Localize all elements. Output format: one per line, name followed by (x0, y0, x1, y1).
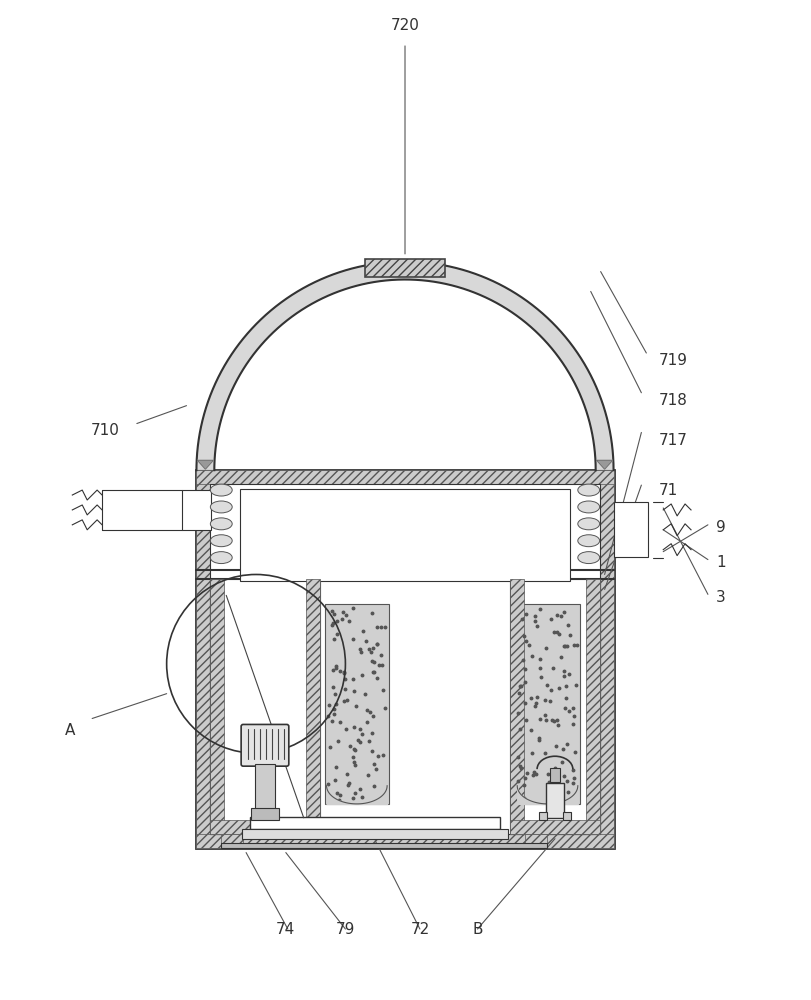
Bar (586, 579, 599, 834)
Bar (510, 820, 599, 834)
Ellipse shape (210, 484, 232, 496)
Bar (563, 812, 571, 820)
Ellipse shape (577, 484, 599, 496)
Ellipse shape (210, 552, 232, 564)
Text: 1: 1 (716, 555, 726, 570)
Ellipse shape (577, 535, 599, 547)
Bar (510, 579, 599, 834)
Bar (196, 470, 210, 848)
Text: 720: 720 (391, 18, 419, 33)
Bar (221, 834, 243, 848)
Bar (324, 604, 389, 804)
Text: 71: 71 (659, 483, 677, 498)
Bar (365, 259, 444, 277)
Text: 718: 718 (659, 393, 687, 408)
Polygon shape (196, 262, 614, 470)
Bar (515, 604, 580, 804)
Bar (240, 489, 570, 581)
Bar (210, 579, 320, 834)
Polygon shape (597, 460, 612, 469)
Ellipse shape (210, 518, 232, 530)
Bar (221, 843, 547, 848)
Ellipse shape (210, 501, 232, 513)
Bar (255, 764, 275, 818)
Bar (210, 820, 320, 834)
Text: 9: 9 (716, 520, 726, 535)
Text: 79: 79 (336, 922, 355, 937)
Text: A: A (65, 723, 75, 738)
Bar (550, 768, 560, 782)
Text: 719: 719 (659, 353, 687, 368)
Bar (251, 808, 279, 820)
Bar (196, 834, 614, 848)
Bar (182, 490, 212, 530)
Bar (510, 579, 524, 834)
Text: 74: 74 (277, 922, 295, 937)
Text: 710: 710 (91, 423, 120, 438)
Text: 3: 3 (716, 590, 726, 605)
Text: 72: 72 (410, 922, 430, 937)
Text: B: B (472, 922, 483, 937)
Bar (250, 817, 500, 829)
Bar (210, 579, 225, 834)
Ellipse shape (577, 518, 599, 530)
Bar (306, 579, 320, 834)
Text: 717: 717 (659, 433, 687, 448)
Polygon shape (197, 460, 213, 469)
Ellipse shape (577, 552, 599, 564)
Bar (599, 470, 614, 848)
Bar (539, 812, 547, 820)
Bar (196, 470, 614, 484)
Bar (526, 834, 547, 848)
Bar (196, 470, 614, 848)
Ellipse shape (577, 501, 599, 513)
Bar (614, 502, 648, 557)
Bar (242, 829, 508, 839)
Ellipse shape (210, 535, 232, 547)
FancyBboxPatch shape (241, 724, 289, 766)
Bar (546, 783, 564, 818)
Bar (210, 484, 599, 834)
